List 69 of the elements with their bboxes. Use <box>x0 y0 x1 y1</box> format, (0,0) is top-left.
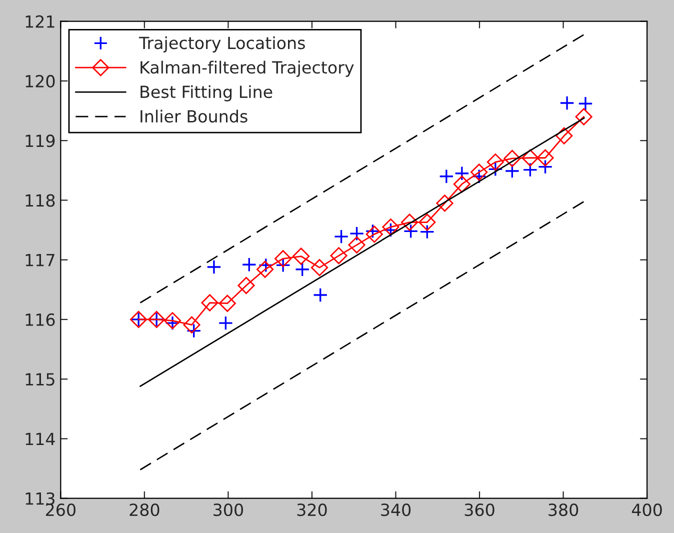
y-tick-label: 117 <box>26 254 54 266</box>
point <box>366 226 383 243</box>
y-tick-label: 121 <box>26 15 54 28</box>
x-tick-label: 320 <box>297 504 327 516</box>
point <box>470 164 488 181</box>
point <box>556 127 573 144</box>
point <box>256 260 274 278</box>
point <box>522 149 539 166</box>
point <box>165 316 180 330</box>
point <box>575 108 592 126</box>
point <box>164 312 182 330</box>
point <box>201 294 218 312</box>
x-tick-label: 400 <box>632 504 662 516</box>
point <box>183 316 200 334</box>
point <box>454 166 470 181</box>
y-tick-label: 114 <box>26 432 55 446</box>
point <box>276 258 290 273</box>
point <box>504 150 521 168</box>
point <box>258 258 274 273</box>
point <box>383 222 398 238</box>
point <box>436 194 454 212</box>
point <box>504 164 520 178</box>
x-tick-label: 340 <box>381 504 411 516</box>
point <box>294 262 310 277</box>
point <box>401 214 418 231</box>
point <box>218 294 236 312</box>
legend-label: Inlier Bounds <box>140 110 248 123</box>
point <box>472 168 487 184</box>
point <box>242 257 257 272</box>
point <box>349 226 364 242</box>
point <box>186 323 202 338</box>
point <box>382 218 400 236</box>
point <box>560 96 574 110</box>
point <box>312 288 328 302</box>
y-tick-label: 118 <box>26 194 55 207</box>
point <box>292 248 310 265</box>
point <box>310 259 328 276</box>
y-tick-label: 120 <box>26 74 55 88</box>
point <box>538 159 553 174</box>
x-tick-label: 300 <box>214 504 243 516</box>
x-tick-label: 380 <box>548 504 578 516</box>
point <box>238 276 255 294</box>
legend-label: Trajectory Locations <box>138 36 305 52</box>
point <box>334 229 349 244</box>
point <box>488 162 503 177</box>
x-tick-label: 360 <box>464 504 494 516</box>
y-tick-label: 115 <box>26 373 54 386</box>
point <box>536 149 554 166</box>
point <box>348 236 366 254</box>
point <box>438 168 454 184</box>
x-tick-label: 280 <box>130 504 160 516</box>
point <box>453 176 470 193</box>
legend-label: Best Fitting Line <box>140 85 272 102</box>
point <box>274 250 292 268</box>
x-tick-label: 260 <box>46 504 76 516</box>
point <box>418 214 436 231</box>
y-tick-label: 116 <box>26 313 55 326</box>
point <box>218 316 234 330</box>
y-tick-label: 113 <box>26 492 54 505</box>
point <box>486 153 504 171</box>
point <box>578 96 593 112</box>
point <box>403 224 418 239</box>
y-tick-label: 119 <box>26 134 55 148</box>
point <box>365 224 380 239</box>
point <box>206 260 222 274</box>
point <box>330 247 348 264</box>
point <box>420 224 435 240</box>
legend-label: Kalman-filtered Trajectory <box>140 60 354 77</box>
point <box>522 162 538 178</box>
